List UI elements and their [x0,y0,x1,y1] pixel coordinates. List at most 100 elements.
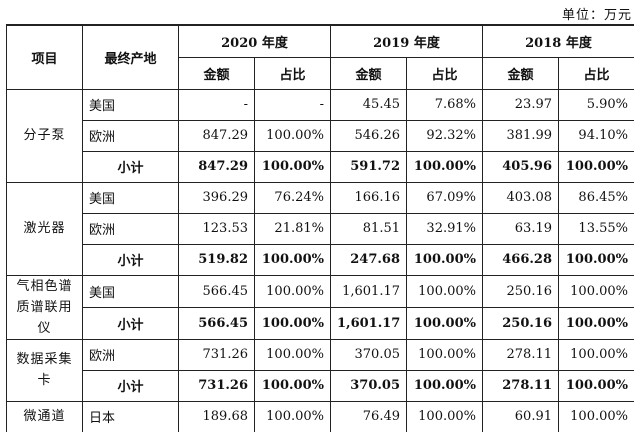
amount-cell: 847.29 [178,119,255,152]
ratio-cell: 100.00% [254,369,331,402]
header-ratio-2018: 占比 [558,56,634,90]
amount-cell: 166.16 [330,181,407,214]
ratio-cell: 21.81% [254,212,331,245]
amount-cell: 731.26 [178,338,255,371]
ratio-cell: 100.00% [406,306,483,340]
ratio-cell: 100.00% [406,400,483,432]
amount-cell: 45.45 [330,88,407,121]
subtotal-row: 小计 847.29 100.00% 591.72 100.00% 405.96 100.00… [7,150,634,183]
amount-cell: 381.99 [482,119,559,152]
amount-cell: 123.53 [178,212,255,245]
ratio-cell: - [254,88,331,121]
ratio-cell: 100.00% [254,274,331,308]
ratio-cell: 100.00% [558,369,634,402]
table-body: 分子泵 美国 - -45.45 7.68% 23.97 5.90% 欧洲 847.29 100.0… [6,88,634,432]
amount-cell: 278.11 [482,369,559,402]
ratio-cell: 13.55% [558,212,634,245]
ratio-cell: 100.00% [558,274,634,308]
header-year-2020: 2020 年度 [178,24,331,58]
ratio-cell: 94.10% [558,119,634,152]
amount-cell: 466.28 [482,243,559,276]
ratio-cell: 100.00% [558,338,634,371]
header-amount-2020: 金额 [178,56,255,90]
ratio-cell: 100.00% [406,369,483,402]
amount-cell: 81.51 [330,212,407,245]
subtotal-label: 小计 [82,243,179,276]
subtotal-row: 小计 519.82 100.00% 247.68 100.00% 466.28 100.00… [7,243,634,276]
header-year-2018: 2018 年度 [482,24,634,58]
amount-cell: 396.29 [178,181,255,214]
amount-cell: 591.72 [330,150,407,183]
ratio-cell: 32.91% [406,212,483,245]
region-cell: 欧洲 [82,338,179,371]
product-group-name: 数据采集卡 [6,338,83,402]
amount-cell: 731.26 [178,369,255,402]
subtotal-label: 小计 [82,150,179,183]
header-region: 最终产地 [82,24,179,90]
ratio-cell: 67.09% [406,181,483,214]
header-amount-2019: 金额 [330,56,407,90]
amount-cell: 60.91 [482,400,559,432]
amount-cell: 23.97 [482,88,559,121]
amount-cell: 63.19 [482,212,559,245]
ratio-cell: 100.00% [558,306,634,340]
amount-cell: 76.49 [330,400,407,432]
table-row: 气相色谱质谱联用仪 美国 566.45 100.00% 1,601.17 100.00% 2… [6,274,634,340]
subtotal-label: 小计 [82,306,179,340]
amount-cell: 566.45 [178,306,255,340]
ratio-cell: 76.24% [254,181,331,214]
product-group-name: 微通道 [6,400,83,432]
amount-cell: 370.05 [330,369,407,402]
product-group-name: 激光器 [6,181,83,276]
subtotal-row: 小计 566.45 100.00% 1,601.17 100.00% 250.16 100.… [7,306,634,340]
table-row: 激光器 美国 396.29 76.24% 166.16 67.09% 403.08 86.45… [6,181,634,276]
amount-cell: 247.68 [330,243,407,276]
header-ratio-2020: 占比 [254,56,331,90]
ratio-cell: 92.32% [406,119,483,152]
region-cell: 美国 [82,181,179,214]
amount-cell: 519.82 [178,243,255,276]
ratio-cell: 100.00% [558,400,634,432]
unit-label: 单位：万元 [561,8,632,23]
ratio-cell: 100.00% [254,400,331,432]
amount-cell: 546.26 [330,119,407,152]
ratio-cell: 100.00% [558,150,634,183]
ratio-cell: 100.00% [254,243,331,276]
header-amount-2018: 金额 [482,56,559,90]
amount-cell: 250.16 [482,306,559,340]
amount-cell: 278.11 [482,338,559,371]
amount-cell: 566.45 [178,274,255,308]
table-row: 欧洲 123.53 21.81% 81.51 32.91% 63.19 13.55% [7,212,634,245]
ratio-cell: 100.00% [254,150,331,183]
ratio-cell: 7.68% [406,88,483,121]
ratio-cell: 100.00% [254,119,331,152]
table-row: 分子泵 美国 - -45.45 7.68% 23.97 5.90% [6,88,634,183]
ratio-cell: 100.00% [558,243,634,276]
amount-cell: 847.29 [178,150,255,183]
region-cell: 日本 [82,400,179,432]
amount-cell: - [178,88,255,121]
ratio-cell: 100.00% [406,274,483,308]
amount-cell: 403.08 [482,181,559,214]
amount-cell: 250.16 [482,274,559,308]
subtotal-label: 小计 [82,369,179,402]
header-year-2019: 2019 年度 [330,24,483,58]
table-row: 微通道 日本 189.68 100.00% 76.49 100.00% 60.91 100.0… [6,400,634,432]
product-group-name: 气相色谱质谱联用仪 [6,274,83,340]
region-cell: 美国 [82,274,179,308]
amount-cell: 405.96 [482,150,559,183]
amount-cell: 1,601.17 [330,274,407,308]
product-group-name: 分子泵 [6,88,83,183]
amount-cell: 370.05 [330,338,407,371]
ratio-cell: 100.00% [406,150,483,183]
table-row: 欧洲 847.29 100.00% 546.26 92.32% 381.99 94.10% [7,119,634,152]
ratio-cell: 100.00% [254,306,331,340]
table-row: 数据采集卡 欧洲 731.26 100.00% 370.05 100.00% 278.11 1… [6,338,634,402]
ratio-cell: 100.00% [406,338,483,371]
origin-table: 项目 最终产地 2020 年度 2019 年度 2018 年度 金额 占比 金额… [6,24,634,432]
ratio-cell: 100.00% [254,338,331,371]
ratio-cell: 100.00% [406,243,483,276]
region-cell: 欧洲 [82,212,179,245]
header-item: 项目 [6,24,83,90]
region-cell: 欧洲 [82,119,179,152]
